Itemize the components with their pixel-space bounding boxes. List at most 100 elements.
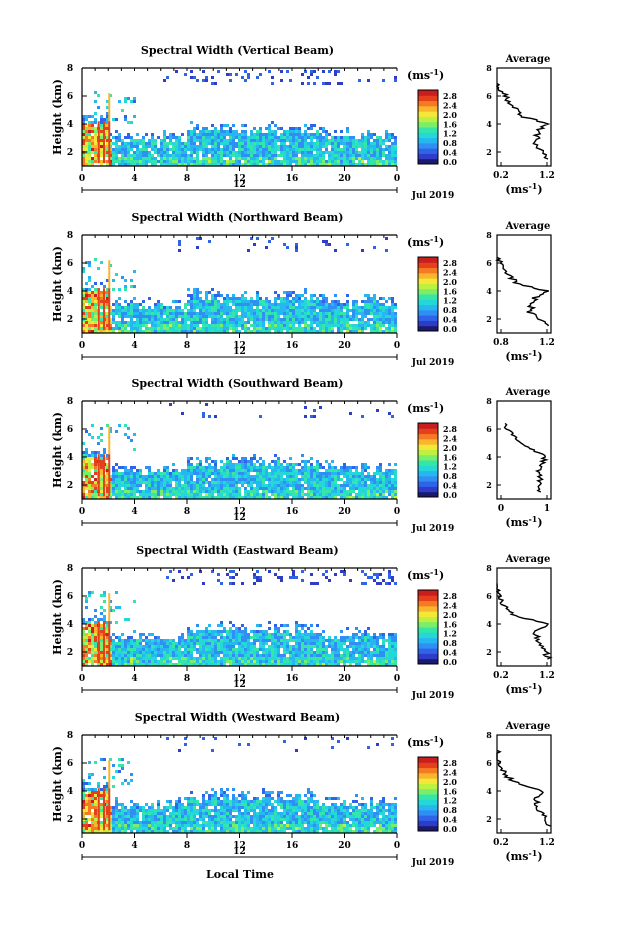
colorbar-segment xyxy=(418,783,438,790)
x-tick-label: 0 xyxy=(394,674,400,684)
profile-x-tick-label: 1.2 xyxy=(539,338,555,348)
y-tick-label: 2 xyxy=(67,148,73,158)
colorbar-segment xyxy=(418,100,438,107)
x-tick-label: 4 xyxy=(131,341,137,351)
colorbar-segment xyxy=(418,454,438,461)
x-tick-label: 20 xyxy=(338,841,351,851)
x-tick-label: 4 xyxy=(131,507,137,517)
colorbar-tick-label: 2.0 xyxy=(443,610,457,620)
colorbar-segment xyxy=(418,438,438,445)
x-tick-label: 20 xyxy=(338,341,351,351)
colorbar-tick-label: 2.4 xyxy=(443,600,457,610)
colorbar-segment xyxy=(418,116,438,123)
profile-title: Average xyxy=(505,721,551,732)
profile-x-label: (ms-1) xyxy=(505,348,542,363)
colorbar-unit: (ms-1) xyxy=(407,67,444,82)
month-label: Jul 2019 xyxy=(411,191,454,201)
x-tick-label: 4 xyxy=(131,841,137,851)
panel-1: Spectral Width (Vertical Beam)2468Height… xyxy=(51,44,555,201)
colorbar-tick-label: 2.8 xyxy=(443,91,457,101)
colorbar-tick-label: 0.8 xyxy=(443,138,457,148)
colorbar-segment xyxy=(418,491,438,498)
profile-y-tick-label: 6 xyxy=(486,591,492,601)
date-label: 12 xyxy=(233,513,246,523)
profile-y-tick-label: 6 xyxy=(486,91,492,101)
x-tick-label: 0 xyxy=(79,507,85,517)
x-tick-label: 20 xyxy=(338,507,351,517)
colorbar-tick-label: 2.4 xyxy=(443,100,457,110)
colorbar-tick-label: 2.4 xyxy=(443,433,457,443)
colorbar-tick-label: 1.2 xyxy=(443,796,457,806)
profile-x-tick-label: 0.8 xyxy=(493,338,509,348)
colorbar-tick-label: 1.6 xyxy=(443,452,457,462)
x-tick-label: 16 xyxy=(286,841,299,851)
colorbar-segment xyxy=(418,272,438,279)
y-tick-label: 4 xyxy=(67,453,73,463)
colorbar-tick-label: 2.0 xyxy=(443,110,457,120)
panel-title: Spectral Width (Westward Beam) xyxy=(135,711,340,724)
profile-y-tick-label: 8 xyxy=(486,63,492,73)
colorbar-segment xyxy=(418,470,438,477)
colorbar-tick-label: 1.2 xyxy=(443,629,457,639)
colorbar-segment xyxy=(418,325,438,332)
profile-x-tick-label: 0.2 xyxy=(493,838,509,848)
colorbar-segment xyxy=(418,595,438,602)
x-tick-label: 20 xyxy=(338,174,351,184)
profile-x-label: (ms-1) xyxy=(505,681,542,696)
y-axis-label: Height (km) xyxy=(51,246,64,322)
colorbar-segment xyxy=(418,820,438,827)
colorbar-tick-label: 2.8 xyxy=(443,591,457,601)
colorbar-segment xyxy=(418,137,438,144)
panel-2: Spectral Width (Northward Beam)2468Heigh… xyxy=(51,211,555,368)
y-tick-label: 8 xyxy=(67,731,73,741)
colorbar-segment xyxy=(418,804,438,811)
colorbar-segment xyxy=(418,794,438,800)
colorbar-segment xyxy=(418,132,438,139)
profile-y-tick-label: 8 xyxy=(486,563,492,573)
colorbar-segment xyxy=(418,611,438,617)
colorbar-unit: (ms-1) xyxy=(407,734,444,749)
heatmap-cells xyxy=(82,737,397,833)
colorbar-unit: (ms-1) xyxy=(407,400,444,415)
profile-y-tick-label: 2 xyxy=(486,147,492,157)
y-axis-label: Height (km) xyxy=(51,746,64,822)
colorbar-segment xyxy=(418,788,438,795)
x-tick-label: 0 xyxy=(79,174,85,184)
colorbar-segment xyxy=(418,444,438,450)
colorbar-tick-label: 1.2 xyxy=(443,296,457,306)
colorbar-tick-label: 2.8 xyxy=(443,258,457,268)
x-tick-label: 8 xyxy=(184,174,190,184)
month-label: Jul 2019 xyxy=(411,691,454,701)
profile-y-tick-label: 2 xyxy=(486,814,492,824)
colorbar-segment xyxy=(418,632,438,639)
colorbar-frame xyxy=(417,89,439,165)
y-tick-label: 4 xyxy=(67,620,73,630)
y-tick-label: 6 xyxy=(67,759,73,769)
colorbar-segment xyxy=(418,423,438,429)
colorbar-tick-label: 0.0 xyxy=(443,824,457,834)
colorbar-tick-label: 2.0 xyxy=(443,443,457,453)
colorbar-segment xyxy=(418,815,438,821)
colorbar-segment xyxy=(418,653,438,660)
x-tick-label: 0 xyxy=(394,174,400,184)
panel-title: Spectral Width (Northward Beam) xyxy=(132,211,344,224)
date-label: 12 xyxy=(233,180,246,190)
y-tick-label: 2 xyxy=(67,648,73,658)
colorbar-frame xyxy=(417,756,439,832)
x-tick-label: 12 xyxy=(233,507,246,517)
colorbar-segment xyxy=(418,778,438,784)
profile-frame xyxy=(496,400,552,500)
profile-frame xyxy=(496,234,552,334)
x-tick-label: 8 xyxy=(184,841,190,851)
colorbar-segment xyxy=(418,127,438,133)
y-tick-label: 4 xyxy=(67,120,73,130)
heatmap-cells xyxy=(82,70,397,166)
x-tick-label: 4 xyxy=(131,674,137,684)
profile-y-tick-label: 4 xyxy=(486,119,492,129)
x-tick-label: 12 xyxy=(233,841,246,851)
colorbar-tick-label: 0.8 xyxy=(443,305,457,315)
panel-5: Spectral Width (Westward Beam)2468Height… xyxy=(51,711,555,868)
y-tick-label: 6 xyxy=(67,92,73,102)
y-tick-label: 4 xyxy=(67,787,73,797)
y-tick-label: 2 xyxy=(67,815,73,825)
